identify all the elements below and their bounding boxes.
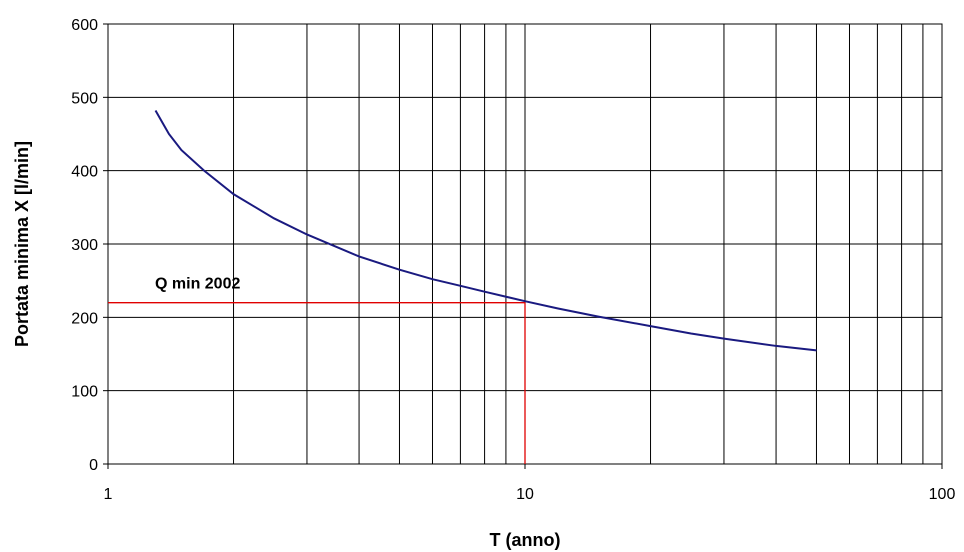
- reference-lines: [108, 302, 526, 464]
- y-tick-label: 300: [71, 237, 98, 254]
- y-tick-label: 200: [71, 310, 98, 327]
- x-axis-title: T (anno): [490, 530, 561, 550]
- series-curve: [154, 110, 817, 352]
- y-tick-label: 100: [71, 384, 98, 401]
- y-axis: 0 100 200 300 400 500 600: [71, 17, 108, 474]
- x-tick-label: 10: [516, 486, 534, 503]
- y-tick-label: 500: [71, 90, 98, 107]
- x-tick-label: 1: [104, 486, 113, 503]
- y-tick-label: 400: [71, 164, 98, 181]
- x-tick-label: 100: [929, 486, 956, 503]
- reference-label: Q min 2002: [155, 276, 240, 293]
- y-tick-label: 0: [89, 457, 98, 474]
- x-axis: 1 10 100: [104, 464, 956, 503]
- y-axis-title: Portata minima X [l/min]: [12, 141, 32, 347]
- y-tick-label: 600: [71, 17, 98, 34]
